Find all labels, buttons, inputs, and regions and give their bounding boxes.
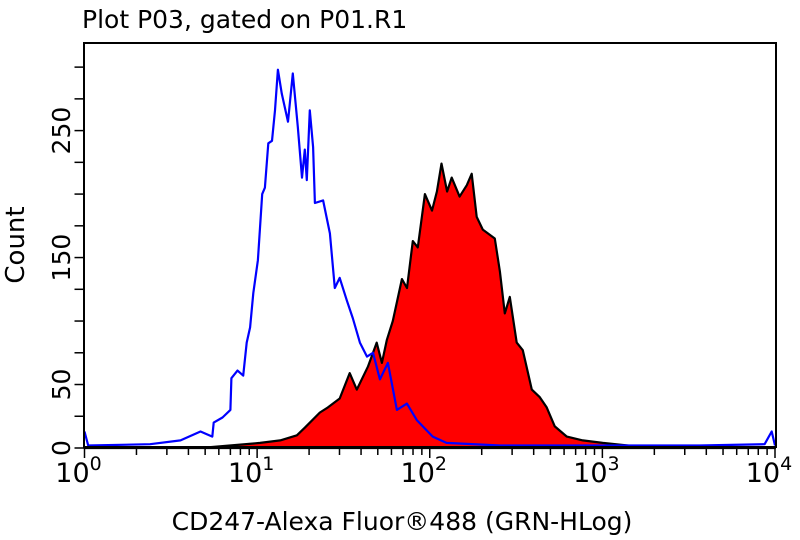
y-axis-label: Count <box>1 206 31 283</box>
histogram-filled-series <box>83 162 777 450</box>
series-layer <box>83 68 777 450</box>
y-tick-label: 250 <box>47 107 76 155</box>
plot-frame <box>83 42 777 448</box>
x-tick-label: 102 <box>401 453 447 489</box>
y-tick-label: 0 <box>47 440 76 456</box>
x-tick-label: 104 <box>746 453 792 489</box>
x-tick-label: 103 <box>573 453 619 489</box>
x-tick-label: 101 <box>228 453 274 489</box>
x-tick-label: 100 <box>55 453 101 489</box>
chart-title: Plot P03, gated on P01.R1 <box>82 5 407 34</box>
y-tick-label: 50 <box>47 369 76 401</box>
axis-ticks: 100 101 102 103 104 0 50 150 250 <box>47 66 792 489</box>
y-tick-label: 150 <box>47 234 76 282</box>
x-axis-label: CD247-Alexa Fluor®488 (GRN-HLog) <box>172 507 633 536</box>
histogram-line-series <box>83 68 777 447</box>
